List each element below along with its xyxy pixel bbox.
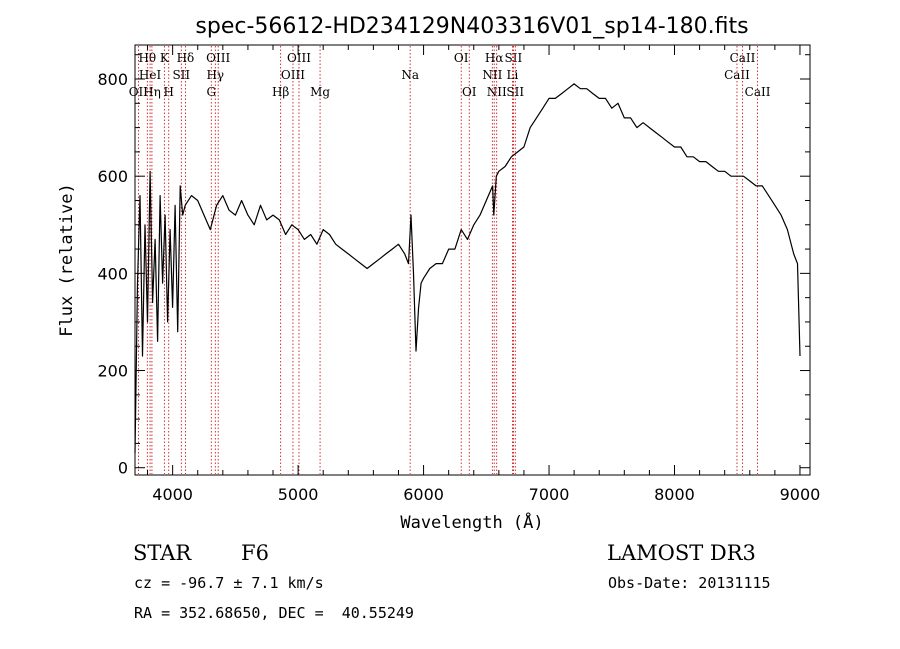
line-label: Na bbox=[401, 68, 419, 82]
y-axis: 0 200 400 600 800 bbox=[97, 54, 810, 478]
x-tick-label: 6000 bbox=[403, 485, 444, 504]
x-tick-label: 5000 bbox=[278, 485, 319, 504]
line-label: Hθ bbox=[138, 51, 156, 65]
line-label: OI bbox=[462, 85, 477, 99]
y-tick-label: 200 bbox=[97, 362, 128, 381]
x-tick-label: 4000 bbox=[152, 485, 193, 504]
line-label: SII bbox=[505, 51, 523, 65]
line-label: HeI bbox=[139, 68, 162, 82]
line-label: Hγ bbox=[206, 68, 224, 82]
line-label: CaII bbox=[730, 51, 756, 65]
line-label: Hβ bbox=[272, 85, 289, 99]
x-axis: 4000 5000 6000 7000 8000 9000 bbox=[147, 45, 821, 504]
y-tick-label: 0 bbox=[118, 459, 128, 478]
redshift-cz: cz = -96.7 ± 7.1 km/s bbox=[134, 574, 324, 592]
line-label: CaII bbox=[745, 85, 771, 99]
line-label: OII bbox=[129, 85, 149, 99]
y-axis-label: Flux (relative) bbox=[57, 183, 77, 337]
line-label: Mg bbox=[310, 85, 330, 99]
object-class: STAR bbox=[133, 541, 192, 565]
line-label: G bbox=[206, 85, 216, 99]
x-tick-label: 7000 bbox=[529, 485, 570, 504]
line-label: Li bbox=[506, 68, 518, 82]
line-label: SII bbox=[172, 68, 190, 82]
line-label: OIII bbox=[206, 51, 230, 65]
line-label: CaII bbox=[724, 68, 750, 82]
y-tick-label: 800 bbox=[97, 70, 128, 89]
line-label: OI bbox=[454, 51, 469, 65]
line-label: OIII bbox=[281, 68, 305, 82]
x-tick-label: 9000 bbox=[780, 485, 821, 504]
line-label: Hα bbox=[485, 51, 504, 65]
coordinates: RA = 352.68650, DEC = 40.55249 bbox=[134, 604, 414, 622]
line-label: NII bbox=[487, 85, 507, 99]
observation-date: Obs-Date: 20131115 bbox=[608, 574, 771, 592]
line-markers: OII Hθ HeI Hη K H SII Hδ G Hγ OIII Hβ OIII OIII Mg Na OI… bbox=[129, 46, 771, 474]
y-tick-label: 400 bbox=[97, 264, 128, 283]
chart-title: spec-56612-HD234129N403316V01_sp14-180.f… bbox=[195, 14, 748, 39]
spectrum-series bbox=[134, 83, 801, 454]
line-label: Hδ bbox=[177, 51, 195, 65]
line-label: Hη bbox=[143, 85, 161, 99]
x-axis-label: Wavelength (Å) bbox=[400, 511, 543, 533]
plot-frame bbox=[134, 44, 811, 476]
spectrum-line bbox=[134, 83, 801, 454]
line-label: NII bbox=[482, 68, 502, 82]
object-subclass: F6 bbox=[241, 541, 269, 565]
line-label: SII bbox=[506, 85, 524, 99]
line-label: OIII bbox=[287, 51, 311, 65]
x-tick-label: 8000 bbox=[654, 485, 695, 504]
survey-name: LAMOST DR3 bbox=[607, 541, 756, 565]
line-label: K bbox=[160, 51, 170, 65]
spectrum-chart: spec-56612-HD234129N403316V01_sp14-180.f… bbox=[57, 14, 821, 533]
y-tick-label: 600 bbox=[97, 167, 128, 186]
line-label: H bbox=[164, 85, 174, 99]
